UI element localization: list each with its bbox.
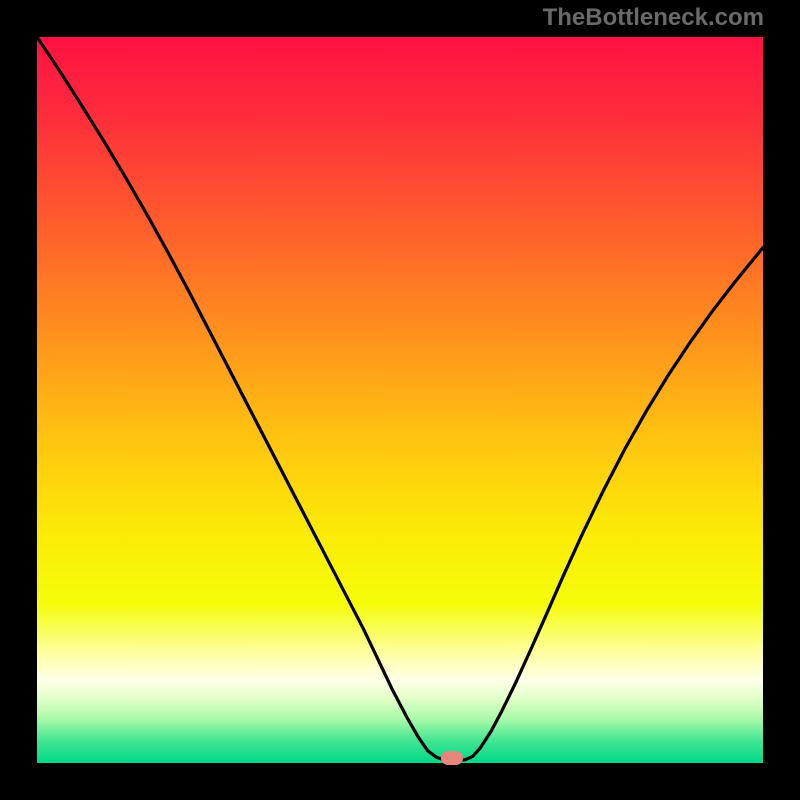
chart-canvas: TheBottleneck.com xyxy=(0,0,800,800)
plot-svg xyxy=(37,37,763,763)
watermark-text: TheBottleneck.com xyxy=(543,4,764,32)
plot-area xyxy=(37,37,763,763)
optimal-point-marker xyxy=(441,751,463,765)
